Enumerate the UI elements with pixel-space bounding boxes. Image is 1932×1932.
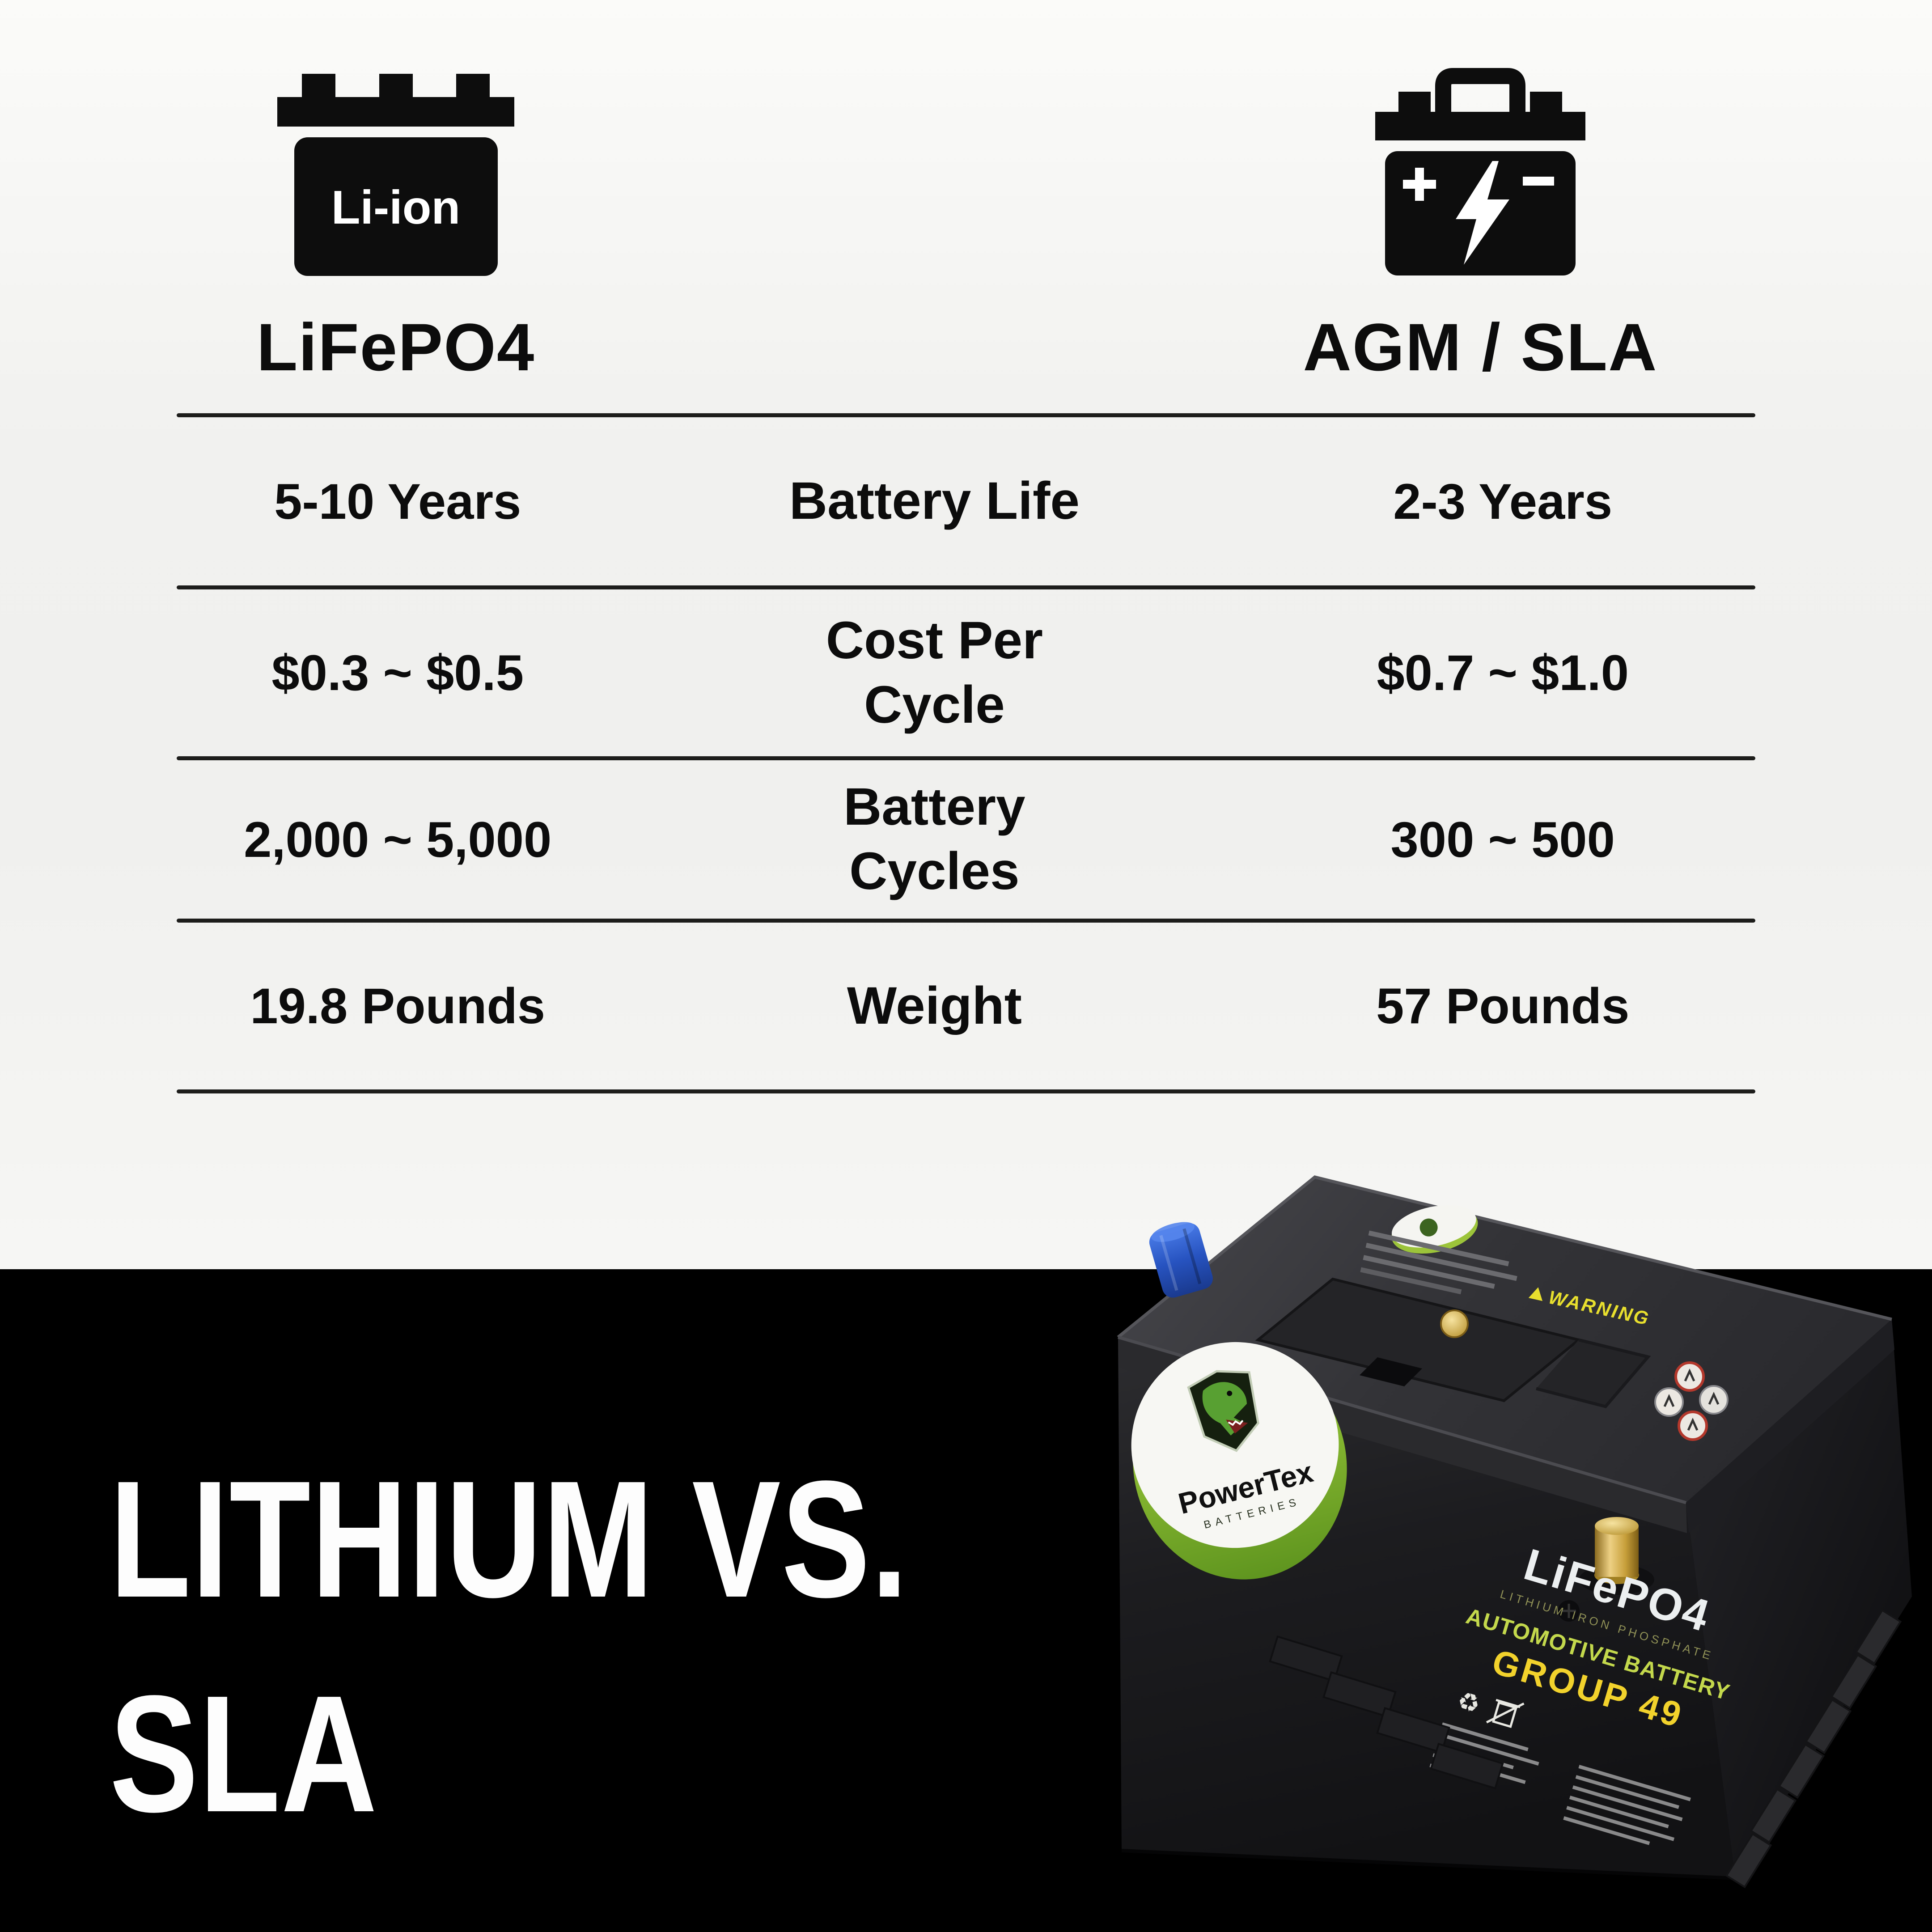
minus-sign-icon [1523,177,1554,186]
lid-handle-recess [1255,1277,1651,1408]
battery-handle [1435,68,1525,112]
agm-battery-icon [1375,68,1585,275]
agm-weight: 57 Pounds [1376,978,1630,1034]
comparison-section: Li-ion LiFePO4 AGM / SLA 5-10 Years [0,0,1932,1269]
agm-cost-per-cycle: $0.7 ~ $1.0 [1377,645,1629,701]
table-divider [177,585,1755,589]
case-step-notches [1269,1635,1504,1790]
table-divider [177,413,1755,417]
battery-terminal [1530,92,1562,113]
battery-body [294,137,498,276]
feature-cost-per-cycle: Cost Per Cycle [826,610,1043,734]
feature-battery-life: Battery Life [789,471,1080,531]
battery-terminal [456,74,490,100]
agm-battery-life: 2-3 Years [1393,473,1613,530]
li-ion-icon-label: Li-ion [331,181,460,234]
column-label-agm-sla: AGM / SLA [1303,309,1658,385]
bottom-edge [1121,1849,1736,1880]
li-ion-battery-icon: Li-ion [277,74,514,276]
battery-top-bar [1375,112,1585,140]
table-divider [177,919,1755,923]
table-row-battery-cycles: 2,000 ~ 5,000 Battery Cycles 300 ~ 500 [177,760,1755,919]
case-ridges [1725,1609,1902,1889]
feature-weight: Weight [847,976,1022,1035]
gold-terminal-post [1558,1517,1654,1622]
table-row-battery-life: 5-10 Years Battery Life 2-3 Years [177,417,1755,585]
lifepo4-cost-per-cycle: $0.3 ~ $0.5 [271,645,524,701]
blue-terminal-cap [1149,1222,1213,1298]
column-label-lifepo4: LiFePO4 [256,309,535,385]
crossed-bin-icon [1486,1699,1525,1728]
lifepo4-weight: 19.8 Pounds [250,978,546,1034]
trex-shield-icon [1187,1370,1259,1452]
lightning-bolt-icon [1456,161,1509,265]
page-title-line1: LITHIUM VS. [110,1446,909,1632]
powertex-logo-label: PowerTex BATTERIES [1131,1342,1347,1580]
battery-product-image: WARNING [1117,1175,1912,1889]
lifepo4-battery-cycles: 2,000 ~ 5,000 [244,811,552,868]
table-row-weight: 19.8 Pounds Weight 57 Pounds [177,923,1755,1089]
table-divider [177,1089,1755,1093]
battery-terminal [1398,92,1431,113]
agm-battery-cycles: 300 ~ 500 [1390,811,1615,868]
gold-screw [1440,1309,1469,1338]
table-divider [177,756,1755,760]
feature-battery-cycles: Battery Cycles [843,777,1025,901]
page-title-line2: SLA [110,1661,378,1847]
plus-sign-icon [1403,168,1436,201]
lifepo4-battery-life: 5-10 Years [274,473,521,530]
battery-terminal [302,74,335,100]
battery-terminal [379,74,413,100]
battery-top-bar [277,97,514,127]
lid-seam [1686,1319,1894,1533]
warning-triangle-icon [1528,1287,1543,1301]
safety-icons [1654,1361,1729,1441]
table-row-cost-per-cycle: $0.3 ~ $0.5 Cost Per Cycle $0.7 ~ $1.0 [177,589,1755,756]
